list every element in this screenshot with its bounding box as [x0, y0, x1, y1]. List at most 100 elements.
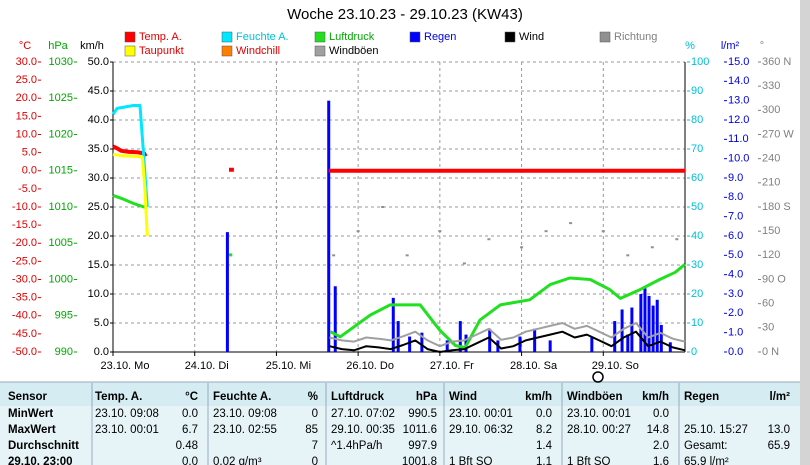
table-cell: 28.10. 00:27 — [567, 424, 631, 436]
rain-bar — [396, 321, 400, 352]
table-header: Wind — [449, 391, 477, 403]
legend-swatch — [124, 45, 136, 57]
y-tick-label: 100 — [691, 56, 709, 68]
table-cell: 23.10. 02:55 — [213, 424, 277, 436]
rain-bar — [327, 100, 331, 353]
rain-bar — [659, 324, 663, 352]
direction-dot — [569, 222, 573, 225]
table-cell: 8.2 — [536, 424, 552, 436]
y-tick-label: 330 — [762, 80, 780, 92]
legend-label: Richtung — [614, 31, 657, 43]
rain-bar — [225, 232, 229, 352]
table-cell: 1.4 — [536, 440, 553, 452]
rain-bar — [391, 297, 395, 352]
axis-title: km/h — [80, 40, 104, 52]
y-tick-label: 40.0 — [88, 114, 109, 126]
table-header: Luftdruck — [331, 391, 385, 403]
table-row-label: MinWert — [8, 408, 53, 420]
table-cell: 29.10. 06:32 — [449, 424, 513, 436]
axis-title: % — [685, 40, 695, 52]
rain-bar — [643, 288, 647, 352]
y-tick-label: 5.0 — [94, 317, 109, 329]
y-tick-label: 14.0 — [728, 75, 749, 87]
y-tick-label: 1030 — [49, 56, 73, 68]
series-line — [329, 330, 686, 353]
table-header: °C — [185, 391, 198, 403]
table-header: Regen — [684, 391, 719, 403]
legend-swatch — [221, 45, 233, 57]
y-tick-label: 1025 — [49, 92, 73, 104]
rain-bar — [445, 340, 449, 352]
direction-dot — [626, 254, 630, 257]
direction-dot — [520, 246, 524, 249]
y-tick-label: 1010 — [49, 201, 73, 213]
table-header: km/h — [525, 391, 552, 403]
direction-dot — [405, 254, 409, 257]
x-tick-label: 28.10. Sa — [510, 360, 558, 372]
legend-label: Luftdruck — [329, 31, 375, 43]
y-tick-label: 1015 — [49, 165, 73, 177]
y-tick-label: 10.0 — [728, 153, 749, 165]
cursor — [592, 371, 604, 383]
legend-swatch — [314, 45, 326, 57]
table-cell: Gesamt: — [684, 440, 727, 452]
y-tick-label: 3.0 — [728, 288, 743, 300]
direction-dot — [601, 230, 605, 233]
direction-dot — [462, 262, 466, 265]
x-tick-label: 23.10. Mo — [101, 360, 150, 372]
x-tick-label: 27.10. Fr — [430, 360, 474, 372]
y-tick-label: 1.0 — [728, 327, 743, 339]
table-cell: 1 Bft SO — [449, 456, 493, 465]
axis-title: °C — [19, 40, 31, 52]
legend-swatch — [599, 31, 611, 43]
rain-bar — [458, 321, 462, 352]
y-tick-label: 120 — [762, 249, 780, 261]
rain-bar — [408, 336, 412, 352]
table-cell: 29.10. 00:35 — [331, 424, 395, 436]
y-tick-label: 8.0 — [728, 191, 743, 203]
y-tick-label: -35.0 — [12, 292, 37, 304]
x-tick-label: 26.10. Do — [346, 360, 394, 372]
table-cell: 65.9 l/m² — [684, 456, 729, 465]
series-line — [329, 322, 686, 348]
legend-label: Taupunkt — [139, 45, 184, 57]
table-header-background — [0, 382, 800, 406]
rain-bar — [590, 336, 594, 352]
table-cell: 0.0 — [653, 408, 669, 420]
y-tick-label: 0 — [691, 346, 697, 358]
y-tick-label: 6.0 — [728, 230, 743, 242]
table-cell: 1 Bft SO — [567, 456, 611, 465]
direction-dot — [487, 238, 491, 241]
y-tick-label: 30.0 — [16, 56, 37, 68]
legend-swatch — [504, 31, 516, 43]
legend-label: Regen — [424, 31, 456, 43]
rain-bar — [420, 332, 424, 352]
y-tick-label: 150 — [762, 225, 780, 237]
x-tick-label: 24.10. Di — [185, 360, 229, 372]
y-tick-label: 35.0 — [88, 143, 109, 155]
direction-dot — [381, 206, 385, 208]
direction-dot — [356, 230, 360, 233]
table-cell: ^1.4hPa/h — [331, 440, 382, 452]
y-tick-label: -5.0 — [18, 183, 37, 195]
y-tick-label: 990 — [55, 346, 73, 358]
y-tick-label: -50.0 — [12, 346, 37, 358]
y-tick-label: 5.0 — [22, 147, 37, 159]
y-tick-label: 15.0 — [16, 110, 37, 122]
legend-label: Windböen — [329, 45, 379, 57]
table-cell: 13.0 — [768, 424, 790, 436]
direction-dot — [544, 230, 548, 233]
y-tick-label: 40 — [691, 230, 703, 242]
table-cell: 990.5 — [408, 408, 437, 420]
table-cell: 65.9 — [768, 440, 790, 452]
y-tick-label: -10.0 — [12, 201, 37, 213]
y-tick-label: 2.0 — [728, 307, 743, 319]
y-tick-label: 300 — [762, 104, 780, 116]
rain-bar — [639, 294, 643, 352]
y-tick-label: 80 — [691, 114, 703, 126]
legend-swatch — [314, 31, 326, 43]
y-tick-label: 90 O — [762, 273, 786, 285]
y-tick-label: 0.0 — [22, 165, 37, 177]
y-tick-label: 0.0 — [94, 346, 109, 358]
